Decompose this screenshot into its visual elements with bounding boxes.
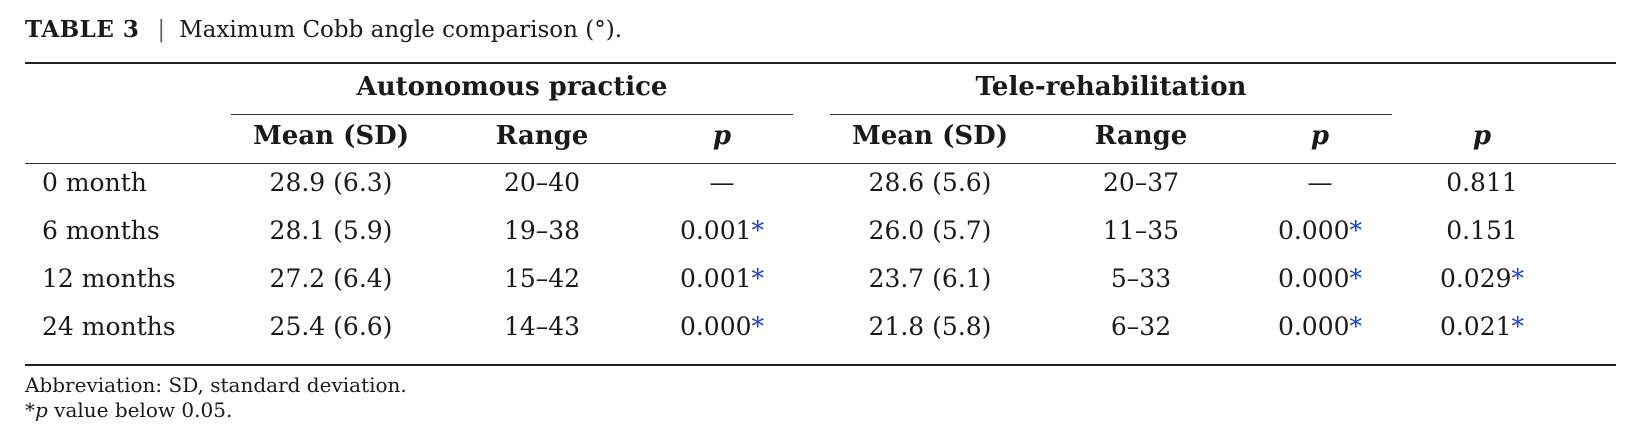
cell-t-mean: 26.0 (5.7) xyxy=(868,216,992,245)
col-header-a-range: Range xyxy=(495,121,589,151)
cell-a-mean: 25.4 (6.6) xyxy=(269,312,393,341)
group-rule-autonomous xyxy=(231,114,793,115)
footnote-p-symbol: p xyxy=(35,398,48,422)
cell-a-p: — xyxy=(642,168,802,197)
p-value: — xyxy=(1307,168,1333,197)
cell-t-range: 11–35 xyxy=(1102,216,1180,245)
col-header-t-range: Range xyxy=(1094,121,1188,151)
cell-t-range: 5–33 xyxy=(1110,264,1172,293)
row-label: 24 months xyxy=(42,312,176,341)
group-header-tele: Tele-rehabilitation xyxy=(975,72,1247,102)
cell-t-mean: 23.7 (6.1) xyxy=(868,264,992,293)
p-value: 0.811 xyxy=(1446,168,1518,197)
cell-a-mean: 28.9 (6.3) xyxy=(269,168,393,197)
significance-asterisk: * xyxy=(1511,264,1525,293)
cell-a-mean: 27.2 (6.4) xyxy=(269,264,393,293)
cell-overall-p: 0.151 xyxy=(1402,216,1562,245)
table-title: Maximum Cobb angle comparison (°). xyxy=(179,17,623,43)
cell-t-mean: 28.6 (5.6) xyxy=(868,168,992,197)
cell-a-p: 0.001* xyxy=(642,216,802,245)
row-label: 0 month xyxy=(42,168,147,197)
p-value: 0.001 xyxy=(679,216,752,245)
p-value: — xyxy=(709,168,735,197)
p-value: 0.001 xyxy=(679,264,752,293)
cell-overall-p: 0.021* xyxy=(1402,312,1562,341)
p-value: 0.000 xyxy=(679,312,752,341)
cell-t-p: 0.000* xyxy=(1240,216,1400,245)
col-header-overall-p: p xyxy=(1472,121,1492,151)
row-label: 6 months xyxy=(42,216,160,245)
cell-a-range: 15–42 xyxy=(503,264,581,293)
p-value: 0.000 xyxy=(1277,264,1350,293)
cell-t-range: 20–37 xyxy=(1102,168,1180,197)
cell-t-mean: 21.8 (5.8) xyxy=(868,312,992,341)
footnote-asterisk: * xyxy=(25,398,35,422)
p-value: 0.000 xyxy=(1277,216,1350,245)
significance-asterisk: * xyxy=(751,312,765,341)
significance-asterisk: * xyxy=(1349,216,1363,245)
table-bottom-rule xyxy=(25,364,1616,366)
cell-a-mean: 28.1 (5.9) xyxy=(269,216,393,245)
col-header-t-p: p xyxy=(1310,121,1330,151)
table-label: TABLE 3 xyxy=(25,16,140,43)
significance-asterisk: * xyxy=(751,264,765,293)
cell-a-p: 0.000* xyxy=(642,312,802,341)
col-header-t-mean: Mean (SD) xyxy=(851,121,1009,151)
group-header-autonomous: Autonomous practice xyxy=(356,72,668,102)
significance-asterisk: * xyxy=(1349,312,1363,341)
cell-a-range: 20–40 xyxy=(503,168,581,197)
group-rule-tele xyxy=(830,114,1392,115)
cell-overall-p: 0.029* xyxy=(1402,264,1562,293)
col-header-a-mean: Mean (SD) xyxy=(252,121,410,151)
p-value: 0.021 xyxy=(1439,312,1512,341)
cell-t-p: 0.000* xyxy=(1240,264,1400,293)
significance-asterisk: * xyxy=(1349,264,1363,293)
cell-t-p: 0.000* xyxy=(1240,312,1400,341)
row-label: 12 months xyxy=(42,264,176,293)
footnote-text: value below 0.05. xyxy=(47,398,233,422)
cell-a-range: 19–38 xyxy=(503,216,581,245)
p-value: 0.029 xyxy=(1439,264,1512,293)
significance-asterisk: * xyxy=(1511,312,1525,341)
p-value: 0.000 xyxy=(1277,312,1350,341)
cell-a-range: 14–43 xyxy=(503,312,581,341)
caption-separator: | xyxy=(157,17,166,43)
significance-asterisk: * xyxy=(751,216,765,245)
cell-a-p: 0.001* xyxy=(642,264,802,293)
table-top-rule xyxy=(25,62,1616,64)
table-caption: TABLE 3 | Maximum Cobb angle comparison (°… xyxy=(25,14,622,46)
p-value: 0.151 xyxy=(1446,216,1518,245)
cell-overall-p: 0.811 xyxy=(1402,168,1562,197)
footnote-significance: *p value below 0.05. xyxy=(25,398,232,422)
col-header-a-p: p xyxy=(712,121,732,151)
cell-t-p: — xyxy=(1240,168,1400,197)
table-header-rule xyxy=(25,163,1616,164)
footnote-abbreviation: Abbreviation: SD, standard deviation. xyxy=(25,373,407,397)
cell-t-range: 6–32 xyxy=(1110,312,1172,341)
